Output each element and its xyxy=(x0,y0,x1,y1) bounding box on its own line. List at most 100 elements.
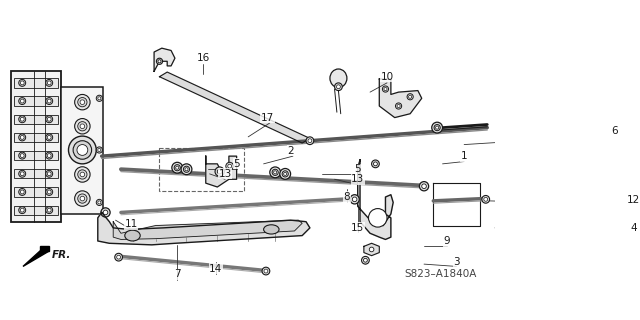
Circle shape xyxy=(47,99,51,103)
Text: S823–A1840A: S823–A1840A xyxy=(405,269,477,279)
Circle shape xyxy=(45,152,52,159)
Text: 13: 13 xyxy=(218,169,232,179)
Bar xyxy=(13,133,58,142)
Circle shape xyxy=(77,146,87,155)
Circle shape xyxy=(75,191,90,206)
Circle shape xyxy=(19,188,26,196)
Text: 10: 10 xyxy=(380,72,394,82)
Circle shape xyxy=(382,86,388,92)
Circle shape xyxy=(282,171,288,177)
Bar xyxy=(13,78,58,87)
Circle shape xyxy=(20,117,24,121)
Bar xyxy=(13,96,58,106)
Circle shape xyxy=(45,116,52,123)
Text: 4: 4 xyxy=(630,223,637,233)
Circle shape xyxy=(432,122,442,133)
Circle shape xyxy=(218,169,222,174)
Circle shape xyxy=(101,208,110,217)
Circle shape xyxy=(19,152,26,159)
Circle shape xyxy=(274,171,276,174)
Ellipse shape xyxy=(264,225,279,234)
Circle shape xyxy=(337,85,340,89)
Circle shape xyxy=(156,58,163,64)
Polygon shape xyxy=(206,156,237,187)
Circle shape xyxy=(172,162,182,173)
Ellipse shape xyxy=(330,69,347,87)
Circle shape xyxy=(19,79,26,86)
Circle shape xyxy=(20,208,24,212)
Circle shape xyxy=(482,196,490,203)
Polygon shape xyxy=(113,220,302,239)
Polygon shape xyxy=(364,243,380,256)
Circle shape xyxy=(77,122,87,131)
Text: 9: 9 xyxy=(444,236,451,246)
Circle shape xyxy=(226,162,234,170)
Circle shape xyxy=(19,98,26,105)
Circle shape xyxy=(47,117,51,121)
Circle shape xyxy=(77,194,87,203)
Circle shape xyxy=(419,181,429,191)
Circle shape xyxy=(306,137,314,145)
Circle shape xyxy=(19,116,26,123)
Circle shape xyxy=(372,160,380,168)
Circle shape xyxy=(19,207,26,214)
Circle shape xyxy=(228,164,232,168)
Circle shape xyxy=(45,134,52,141)
Circle shape xyxy=(73,141,92,159)
Circle shape xyxy=(96,147,102,153)
Text: 14: 14 xyxy=(209,264,223,274)
Circle shape xyxy=(184,166,189,172)
Circle shape xyxy=(284,172,287,175)
Circle shape xyxy=(270,167,280,178)
Bar xyxy=(13,169,58,178)
Circle shape xyxy=(45,98,52,105)
Circle shape xyxy=(436,126,438,129)
Circle shape xyxy=(47,154,51,157)
Circle shape xyxy=(96,95,102,101)
Circle shape xyxy=(75,167,90,182)
Text: 12: 12 xyxy=(627,195,640,205)
Text: 5: 5 xyxy=(234,159,240,169)
Circle shape xyxy=(272,169,278,175)
Text: 2: 2 xyxy=(287,146,294,156)
Circle shape xyxy=(308,139,312,143)
Circle shape xyxy=(80,196,84,201)
Circle shape xyxy=(68,136,96,164)
Text: 7: 7 xyxy=(174,269,180,279)
Circle shape xyxy=(47,135,51,139)
Circle shape xyxy=(47,208,51,212)
Bar xyxy=(61,87,103,214)
Polygon shape xyxy=(358,160,393,239)
Circle shape xyxy=(20,99,24,103)
Circle shape xyxy=(47,190,51,194)
Circle shape xyxy=(45,188,52,196)
Polygon shape xyxy=(154,48,175,71)
Circle shape xyxy=(45,207,52,214)
Circle shape xyxy=(47,172,51,176)
Bar xyxy=(13,205,58,215)
Circle shape xyxy=(77,170,87,179)
Bar xyxy=(13,115,58,124)
Text: 16: 16 xyxy=(197,53,210,63)
Circle shape xyxy=(181,164,192,175)
Circle shape xyxy=(422,184,426,188)
Circle shape xyxy=(20,135,24,139)
Circle shape xyxy=(408,95,412,98)
Circle shape xyxy=(374,162,378,166)
Circle shape xyxy=(75,94,90,110)
Polygon shape xyxy=(98,212,310,245)
Circle shape xyxy=(75,118,90,134)
Polygon shape xyxy=(23,251,49,267)
Circle shape xyxy=(20,81,24,85)
Text: 11: 11 xyxy=(124,219,138,229)
Circle shape xyxy=(80,172,84,177)
Circle shape xyxy=(174,164,180,171)
Circle shape xyxy=(45,170,52,177)
Circle shape xyxy=(19,170,26,177)
Circle shape xyxy=(75,143,90,158)
Circle shape xyxy=(262,267,270,275)
Circle shape xyxy=(434,124,440,131)
Circle shape xyxy=(77,145,88,156)
Circle shape xyxy=(397,104,400,108)
Circle shape xyxy=(215,167,224,176)
